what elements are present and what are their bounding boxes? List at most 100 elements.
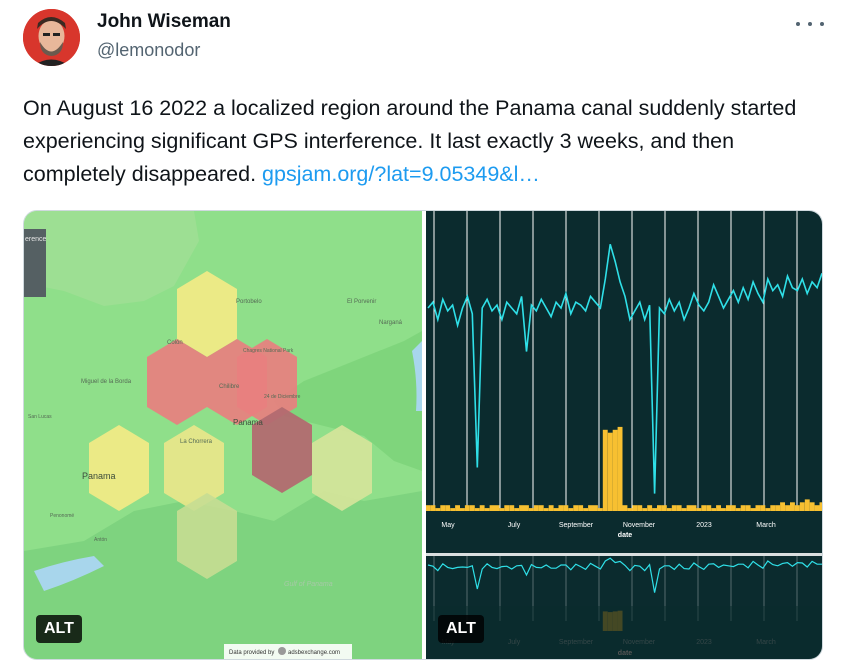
interference-bar (740, 505, 746, 511)
legend-fragment-label: erence (25, 236, 47, 243)
attribution-label: Data provided by (229, 650, 274, 656)
interference-bar (543, 508, 549, 511)
interference-bar (691, 505, 697, 511)
interference-bar (814, 505, 820, 511)
interference-bar (553, 508, 559, 511)
x-tick-label: May (441, 522, 455, 529)
interference-bar (479, 505, 485, 511)
interference-bar (676, 505, 682, 511)
alt-button[interactable]: ALT (438, 615, 484, 643)
interference-bar (809, 502, 815, 511)
interference-bar (426, 505, 431, 511)
interference-bar (780, 502, 785, 511)
place-label: Panama (233, 418, 263, 427)
interference-bar (657, 505, 662, 511)
author-name[interactable]: John Wiseman (97, 11, 231, 32)
place-label: Panama (82, 471, 116, 481)
interference-bar (750, 508, 756, 511)
interference-bar (469, 505, 475, 511)
interference-bar (494, 505, 500, 511)
hex-cell-dark-red (252, 407, 312, 493)
interference-bar (533, 505, 539, 511)
interference-bar (524, 505, 529, 511)
interference-bar (538, 505, 544, 511)
interference-bar (430, 505, 436, 511)
interference-bar (578, 505, 584, 511)
interference-bar (489, 505, 495, 511)
interference-bar (583, 508, 588, 511)
attribution-source: adsbexchange.com (288, 650, 340, 656)
place-label: Colón (167, 340, 183, 346)
interference-bar (775, 505, 781, 511)
interference-bar (445, 505, 451, 511)
author-handle[interactable]: @lemonodor (97, 40, 201, 60)
place-label: Antón (94, 537, 107, 543)
tweet-link[interactable]: gpsjam.org/?lat=9.05349&l… (262, 162, 540, 186)
hex-cell-light (177, 493, 237, 579)
interference-bar (612, 429, 618, 511)
interference-bar (607, 432, 613, 511)
more-dot-icon (808, 22, 812, 26)
interference-bar (573, 505, 579, 511)
place-label: Narganá (379, 320, 403, 326)
interference-bar (474, 508, 480, 511)
place-label: Chilibre (219, 384, 240, 390)
interference-bar (597, 508, 603, 511)
interference-bar (504, 505, 510, 511)
hex-cell-light (312, 425, 372, 511)
interference-bar (450, 508, 456, 511)
place-label: Portobelo (236, 299, 262, 305)
adsbexchange-logo-icon (278, 647, 286, 655)
interference-bar (735, 508, 741, 511)
x-tick-label: March (756, 522, 776, 529)
x-tick-label: 2023 (696, 522, 712, 529)
interference-bar (696, 508, 702, 511)
interference-bar (563, 505, 569, 511)
interference-bar (593, 505, 598, 511)
interference-bar (499, 508, 505, 511)
interference-bar (661, 505, 667, 511)
x-tick-label: November (623, 522, 656, 529)
interference-bar (627, 508, 633, 511)
interference-bar (745, 505, 751, 511)
hex-cell-red (207, 339, 267, 425)
interference-bar (484, 508, 490, 511)
interference-bar (617, 426, 623, 511)
hex-cell-yellow (89, 425, 149, 511)
gps-interference-map: erence Portobelo El Porvenir Narganá Col… (24, 211, 422, 659)
tweet-media[interactable]: erence Portobelo El Porvenir Narganá Col… (23, 210, 823, 660)
place-label: Penonomé (50, 513, 74, 519)
place-label: Gulf of Panama (284, 581, 333, 588)
interference-bar (568, 508, 574, 511)
interference-bar (666, 508, 672, 511)
alt-button[interactable]: ALT (36, 615, 82, 643)
interference-bar (440, 505, 446, 511)
place-label: Chagres National Park (243, 348, 294, 354)
overview-line-series (427, 557, 822, 593)
x-tick-label: July (508, 522, 521, 529)
tweet-text: On August 16 2022 a localized region aro… (23, 92, 828, 191)
interference-bar (514, 508, 520, 511)
avatar-portrait (23, 9, 80, 66)
author-avatar[interactable] (23, 9, 80, 66)
interference-bar (804, 499, 810, 511)
interference-bar (642, 508, 648, 511)
map-image[interactable]: erence Portobelo El Porvenir Narganá Col… (24, 211, 422, 659)
hex-cell-yellow (164, 425, 224, 511)
interference-bar (602, 429, 608, 511)
interference-bar (652, 508, 657, 511)
interference-bar (721, 508, 726, 511)
interference-bar (464, 505, 470, 511)
more-options-button[interactable] (796, 16, 824, 32)
interference-bar (716, 505, 721, 511)
interference-bar (755, 505, 761, 511)
interference-bar (730, 505, 736, 511)
more-dot-icon (796, 22, 800, 26)
interference-bar (460, 508, 465, 511)
place-label: 24 de Diciembre (264, 394, 301, 400)
interference-bar (760, 505, 766, 511)
place-label: Miguel de la Borda (81, 379, 132, 385)
interference-bar (790, 502, 795, 511)
